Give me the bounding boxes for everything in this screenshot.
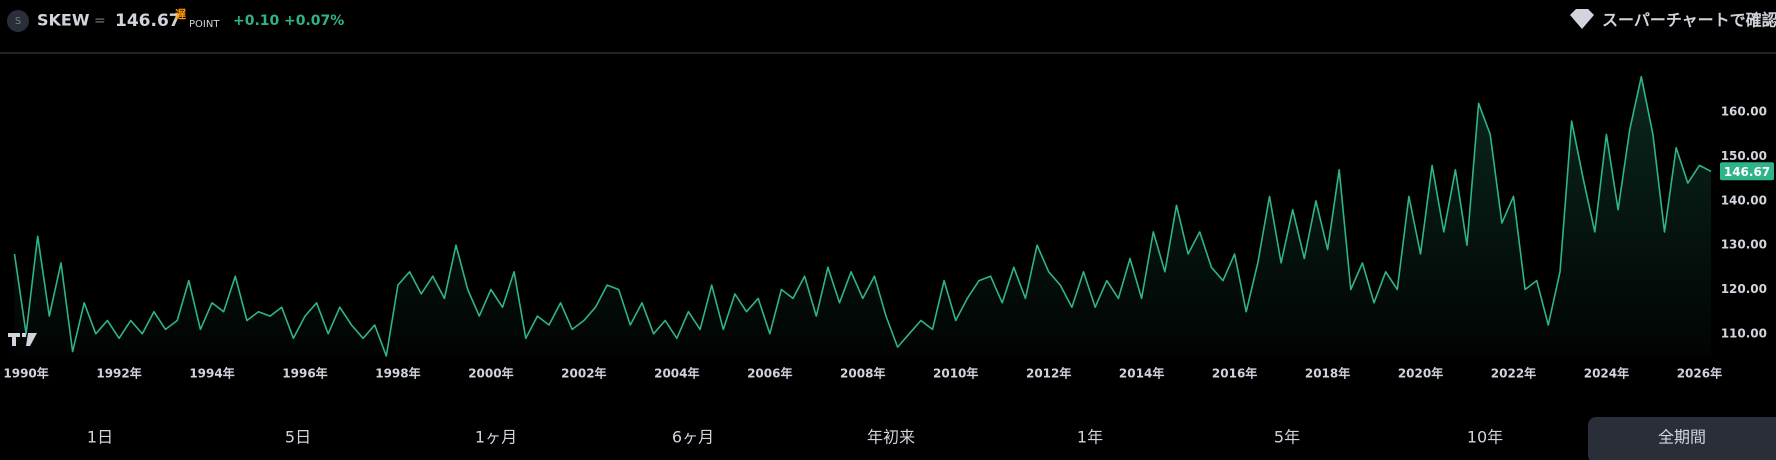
x-tick-label: 1994年 [189, 366, 234, 381]
x-tick-label: 2018年 [1305, 366, 1350, 381]
range-button[interactable]: 5日 [285, 428, 311, 447]
price: 146.67 [115, 11, 181, 31]
symbol-icon-letter: S [15, 16, 21, 27]
x-tick-label: 1992年 [96, 366, 141, 381]
x-tick-label: 2010年 [933, 366, 978, 381]
symbol: SKEW [37, 11, 90, 30]
change-percent: +0.07% [284, 13, 344, 29]
plot: 110.00 120.00 130.00 140.00 150.00 160.00 1990… [3, 75, 1774, 381]
x-tick-label: 2026年 [1677, 366, 1722, 381]
last-price-badge [1720, 162, 1774, 181]
y-tick-label: 130.00 [1721, 238, 1767, 252]
y-tick-label: 140.00 [1721, 193, 1767, 207]
separator: = [94, 13, 106, 29]
range-active-bg [1588, 417, 1776, 460]
range-button[interactable]: 年初来 [867, 428, 915, 447]
range-button[interactable]: 1日 [87, 428, 113, 447]
super-chart-link[interactable]: スーパーチャートで確認 [1602, 11, 1776, 30]
x-tick-label: 2006年 [747, 366, 792, 381]
x-tick-label: 2024年 [1584, 366, 1629, 381]
logo[interactable] [8, 333, 37, 346]
area-fill [14, 76, 1712, 356]
y-tick-label: 150.00 [1721, 149, 1767, 163]
last-price-label: 146.67 [1724, 165, 1770, 179]
range-button[interactable]: 1ヶ月 [475, 428, 517, 447]
x-tick-label: 1998年 [375, 366, 420, 381]
x-tick-label: 2000年 [468, 366, 513, 381]
range-button[interactable]: 1年 [1077, 428, 1103, 447]
y-tick-label: 160.00 [1721, 105, 1767, 119]
x-tick-label: 2014年 [1119, 366, 1164, 381]
range-button[interactable]: 6ヶ月 [672, 428, 714, 447]
range-button[interactable]: 10年 [1467, 428, 1503, 447]
x-tick-label: 1990年 [3, 366, 48, 381]
y-tick-label: 120.00 [1721, 282, 1767, 296]
x-tick-label: 2004年 [654, 366, 699, 381]
range-button[interactable]: 5年 [1274, 428, 1300, 447]
x-tick-label: 2002年 [561, 366, 606, 381]
unit: POINT [189, 19, 220, 30]
change: +0.10 [233, 13, 280, 29]
x-tick-label: 2012年 [1026, 366, 1071, 381]
super-chart-icon[interactable] [1570, 9, 1594, 29]
x-tick-label: 2008年 [840, 366, 885, 381]
x-tick-label: 2020年 [1398, 366, 1443, 381]
price-line [13, 75, 1712, 357]
x-tick-label: 1996年 [282, 366, 327, 381]
y-tick-label: 110.00 [1721, 326, 1767, 340]
x-tick-label: 2022年 [1491, 366, 1536, 381]
delay-badge: 遅 [175, 8, 186, 21]
symbol-icon [7, 10, 29, 32]
x-tick-label: 2016年 [1212, 366, 1257, 381]
range-button[interactable]: 全期間 [1658, 428, 1706, 447]
